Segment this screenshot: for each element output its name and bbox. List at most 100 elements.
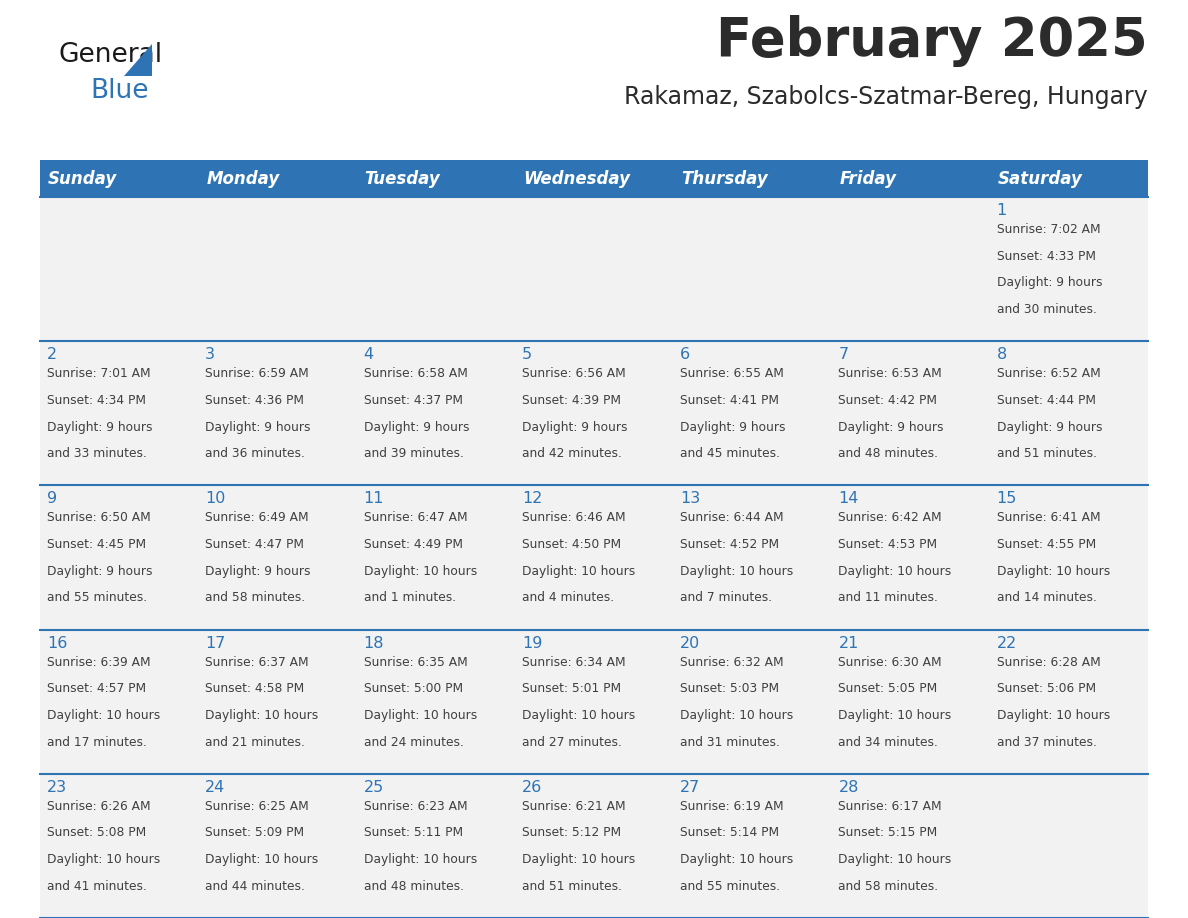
Text: and 39 minutes.: and 39 minutes. [364, 447, 463, 460]
Text: 20: 20 [681, 635, 701, 651]
Text: Rakamaz, Szabolcs-Szatmar-Bereg, Hungary: Rakamaz, Szabolcs-Szatmar-Bereg, Hungary [624, 85, 1148, 109]
Text: 10: 10 [206, 491, 226, 507]
Text: Sunset: 4:44 PM: Sunset: 4:44 PM [997, 394, 1095, 407]
Text: Sunrise: 7:02 AM: Sunrise: 7:02 AM [997, 223, 1100, 236]
Text: Daylight: 10 hours: Daylight: 10 hours [206, 853, 318, 867]
Text: Sunset: 5:06 PM: Sunset: 5:06 PM [997, 682, 1095, 695]
Text: Daylight: 10 hours: Daylight: 10 hours [206, 709, 318, 722]
Text: Sunset: 5:08 PM: Sunset: 5:08 PM [48, 826, 146, 839]
Text: Daylight: 10 hours: Daylight: 10 hours [997, 565, 1110, 577]
Text: Sunset: 4:53 PM: Sunset: 4:53 PM [839, 538, 937, 551]
Bar [40, 486, 1148, 630]
Text: Sunrise: 6:41 AM: Sunrise: 6:41 AM [997, 511, 1100, 524]
Bar [40, 630, 1148, 774]
Text: Daylight: 10 hours: Daylight: 10 hours [839, 709, 952, 722]
Text: and 17 minutes.: and 17 minutes. [48, 735, 147, 749]
Text: 14: 14 [839, 491, 859, 507]
Text: and 27 minutes.: and 27 minutes. [522, 735, 621, 749]
Text: Daylight: 9 hours: Daylight: 9 hours [997, 420, 1102, 433]
Text: Daylight: 10 hours: Daylight: 10 hours [997, 709, 1110, 722]
Text: and 37 minutes.: and 37 minutes. [997, 735, 1097, 749]
Text: 19: 19 [522, 635, 542, 651]
Text: Sunset: 4:37 PM: Sunset: 4:37 PM [364, 394, 462, 407]
Text: 12: 12 [522, 491, 542, 507]
Text: 25: 25 [364, 779, 384, 795]
Text: 7: 7 [839, 347, 848, 363]
Text: and 48 minutes.: and 48 minutes. [839, 447, 939, 460]
Text: and 36 minutes.: and 36 minutes. [206, 447, 305, 460]
Text: Sunset: 4:34 PM: Sunset: 4:34 PM [48, 394, 146, 407]
Text: Daylight: 10 hours: Daylight: 10 hours [839, 853, 952, 867]
Text: Sunrise: 6:56 AM: Sunrise: 6:56 AM [522, 367, 626, 380]
Text: Sunrise: 6:47 AM: Sunrise: 6:47 AM [364, 511, 467, 524]
Text: 15: 15 [997, 491, 1017, 507]
Text: Sunrise: 6:37 AM: Sunrise: 6:37 AM [206, 655, 309, 668]
Text: Sunrise: 6:39 AM: Sunrise: 6:39 AM [48, 655, 151, 668]
Text: Daylight: 10 hours: Daylight: 10 hours [364, 709, 476, 722]
Text: Daylight: 9 hours: Daylight: 9 hours [206, 565, 311, 577]
Text: Sunset: 5:15 PM: Sunset: 5:15 PM [839, 826, 937, 839]
Text: Monday: Monday [207, 170, 279, 187]
Text: Sunset: 4:50 PM: Sunset: 4:50 PM [522, 538, 621, 551]
Text: and 33 minutes.: and 33 minutes. [48, 447, 147, 460]
Text: Daylight: 9 hours: Daylight: 9 hours [364, 420, 469, 433]
Text: 6: 6 [681, 347, 690, 363]
Text: 16: 16 [48, 635, 68, 651]
Text: Sunset: 5:05 PM: Sunset: 5:05 PM [839, 682, 937, 695]
Text: Sunrise: 6:49 AM: Sunrise: 6:49 AM [206, 511, 309, 524]
Text: Daylight: 9 hours: Daylight: 9 hours [206, 420, 311, 433]
Text: Sunday: Sunday [48, 170, 118, 187]
Text: 28: 28 [839, 779, 859, 795]
Text: and 58 minutes.: and 58 minutes. [839, 879, 939, 893]
Text: Sunrise: 6:30 AM: Sunrise: 6:30 AM [839, 655, 942, 668]
Text: Daylight: 9 hours: Daylight: 9 hours [839, 420, 944, 433]
Text: 18: 18 [364, 635, 384, 651]
Text: and 51 minutes.: and 51 minutes. [997, 447, 1097, 460]
Bar [40, 341, 1148, 486]
Text: Sunset: 4:47 PM: Sunset: 4:47 PM [206, 538, 304, 551]
Text: Sunset: 4:58 PM: Sunset: 4:58 PM [206, 682, 304, 695]
Text: Sunset: 5:03 PM: Sunset: 5:03 PM [681, 682, 779, 695]
Text: Sunrise: 6:26 AM: Sunrise: 6:26 AM [48, 800, 151, 812]
Text: and 45 minutes.: and 45 minutes. [681, 447, 781, 460]
Text: Sunset: 4:57 PM: Sunset: 4:57 PM [48, 682, 146, 695]
Text: and 55 minutes.: and 55 minutes. [681, 879, 781, 893]
Text: Sunrise: 6:52 AM: Sunrise: 6:52 AM [997, 367, 1100, 380]
Text: Daylight: 10 hours: Daylight: 10 hours [48, 853, 160, 867]
Text: Daylight: 9 hours: Daylight: 9 hours [997, 276, 1102, 289]
Text: Sunset: 4:39 PM: Sunset: 4:39 PM [522, 394, 621, 407]
Text: Daylight: 9 hours: Daylight: 9 hours [522, 420, 627, 433]
Text: 2: 2 [48, 347, 57, 363]
Text: Daylight: 10 hours: Daylight: 10 hours [48, 709, 160, 722]
Text: Sunrise: 6:32 AM: Sunrise: 6:32 AM [681, 655, 784, 668]
Text: Sunrise: 7:01 AM: Sunrise: 7:01 AM [48, 367, 151, 380]
Text: 17: 17 [206, 635, 226, 651]
Text: Sunset: 5:12 PM: Sunset: 5:12 PM [522, 826, 621, 839]
Text: 4: 4 [364, 347, 374, 363]
Text: and 48 minutes.: and 48 minutes. [364, 879, 463, 893]
Text: Sunset: 4:33 PM: Sunset: 4:33 PM [997, 250, 1095, 263]
Text: Blue: Blue [90, 78, 148, 104]
Text: 13: 13 [681, 491, 701, 507]
Text: and 55 minutes.: and 55 minutes. [48, 591, 147, 604]
Text: Sunset: 4:45 PM: Sunset: 4:45 PM [48, 538, 146, 551]
Text: and 24 minutes.: and 24 minutes. [364, 735, 463, 749]
Text: Sunrise: 6:46 AM: Sunrise: 6:46 AM [522, 511, 626, 524]
Text: and 31 minutes.: and 31 minutes. [681, 735, 781, 749]
Text: 11: 11 [364, 491, 384, 507]
Text: 26: 26 [522, 779, 542, 795]
Text: 22: 22 [997, 635, 1017, 651]
Text: Sunset: 4:49 PM: Sunset: 4:49 PM [364, 538, 462, 551]
Text: 27: 27 [681, 779, 701, 795]
Text: Sunset: 5:09 PM: Sunset: 5:09 PM [206, 826, 304, 839]
Text: Daylight: 10 hours: Daylight: 10 hours [522, 565, 636, 577]
Text: Daylight: 10 hours: Daylight: 10 hours [681, 709, 794, 722]
Text: Daylight: 10 hours: Daylight: 10 hours [522, 853, 636, 867]
Text: Sunrise: 6:21 AM: Sunrise: 6:21 AM [522, 800, 626, 812]
Text: Daylight: 9 hours: Daylight: 9 hours [48, 420, 152, 433]
Text: 5: 5 [522, 347, 532, 363]
Text: Sunrise: 6:55 AM: Sunrise: 6:55 AM [681, 367, 784, 380]
Text: Tuesday: Tuesday [365, 170, 441, 187]
Text: February 2025: February 2025 [716, 15, 1148, 67]
Text: and 21 minutes.: and 21 minutes. [206, 735, 305, 749]
